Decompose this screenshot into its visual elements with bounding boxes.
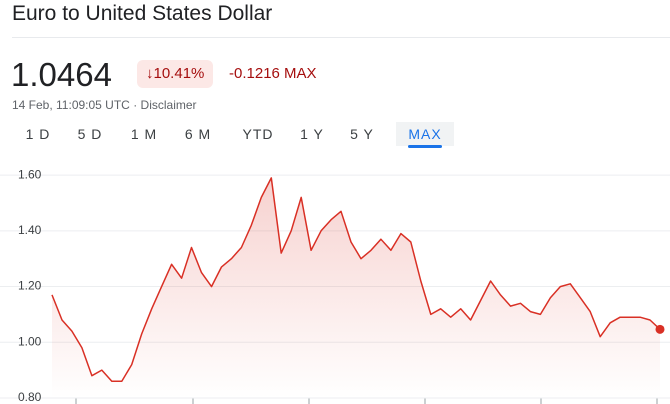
range-tab[interactable]: YTD [242,126,274,142]
change: -0.1216 MAX [229,60,317,88]
period: MAX [284,65,317,82]
y-tick-label: 0.80 [18,390,42,404]
range-tab[interactable]: 1 D [25,126,51,142]
change-abs: -0.1216 [229,65,280,82]
last-point [655,324,665,334]
timestamp: 14 Feb, 11:09:05 UTC [12,98,130,112]
range-tab[interactable]: 1 M [130,126,158,142]
change-pill: ↓10.41% [137,60,214,88]
range-tab[interactable]: 1 Y [300,126,324,142]
y-tick-label: 1.20 [18,279,42,293]
title: Euro to United States Dollar [12,2,273,25]
range-tab[interactable]: MAX [396,122,454,148]
x-ticks [75,398,658,404]
y-tick-label: 1.00 [18,334,42,348]
price: 1.0464 [11,56,112,93]
range-tab[interactable]: 5 Y [350,126,374,142]
range-tab[interactable]: 5 D [77,126,103,142]
change-pct: 10.41% [153,65,205,82]
area-fill [52,177,660,398]
disclaimer[interactable]: Disclaimer [140,98,197,112]
price-line [51,177,661,383]
y-tick-label: 1.40 [18,223,42,237]
dot: · [133,98,138,112]
y-tick-label: 1.60 [18,167,42,181]
timestamp-line: 14 Feb, 11:09:05 UTC · Disclaimer [12,98,197,112]
range-tab[interactable]: 6 M [184,126,212,142]
down-arrow: ↓ [146,65,154,82]
separator [12,37,670,38]
